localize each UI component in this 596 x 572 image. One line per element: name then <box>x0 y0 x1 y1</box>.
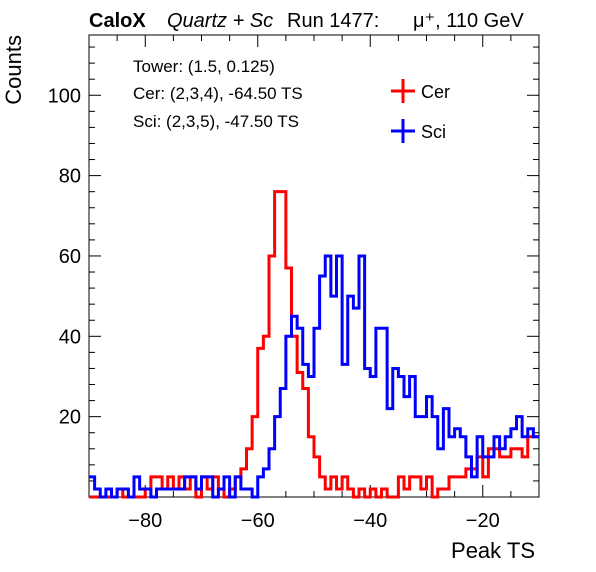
y-tick-label: 40 <box>59 326 81 348</box>
y-tick-label: 80 <box>59 166 81 188</box>
info-cer: Cer: (2,3,4), -64.50 TS <box>133 84 303 103</box>
header-brand: CaloX <box>89 10 146 32</box>
info-tower: Tower: (1.5, 0.125) <box>133 57 275 76</box>
series-sci-line <box>89 254 539 499</box>
y-tick-label: 60 <box>59 246 81 268</box>
header-run: Run 1477: <box>287 10 379 32</box>
header-subtitle: Quartz + Sc <box>167 10 273 32</box>
series-cer-line <box>89 190 539 499</box>
x-tick-label: −80 <box>128 510 162 532</box>
y-tick-label: 20 <box>59 407 81 429</box>
legend-label-cer: Cer <box>421 82 450 102</box>
x-tick-label: −40 <box>353 510 387 532</box>
header-beam: μ⁺, 110 GeV <box>413 10 524 32</box>
x-tick-label: −20 <box>466 510 500 532</box>
x-tick-label: −60 <box>241 510 275 532</box>
legend-label-sci: Sci <box>421 122 446 142</box>
y-axis-title: Counts <box>1 35 26 105</box>
y-tick-label: 100 <box>48 85 81 107</box>
plot-frame <box>88 34 540 498</box>
info-sci: Sci: (2,3,5), -47.50 TS <box>133 112 299 131</box>
x-axis-title: Peak TS <box>451 538 535 563</box>
